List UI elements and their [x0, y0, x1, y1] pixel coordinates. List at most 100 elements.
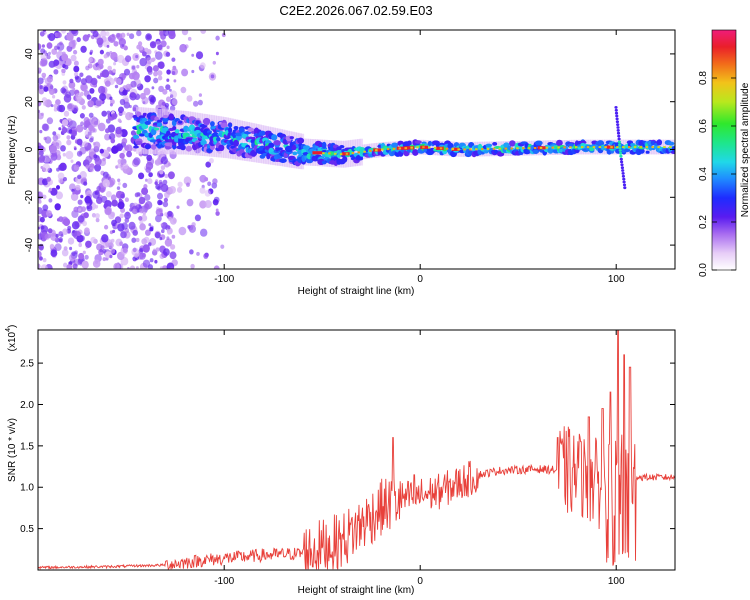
spectrogram-noise-blob	[71, 221, 80, 230]
spectrogram-noise-blob	[149, 227, 154, 232]
colorbar-frame	[711, 29, 737, 271]
spectrogram-noise-blob	[102, 179, 110, 188]
spectrogram-noise-blob	[115, 78, 122, 85]
spectrogram-noise-blob	[46, 210, 52, 217]
spectrogram-halo	[157, 108, 161, 155]
spectrogram-noise-blob	[66, 135, 71, 140]
spectrogram-noise-blob	[139, 57, 147, 67]
spectrogram-noise-blob	[101, 234, 109, 243]
spectrogram-core	[622, 146, 625, 149]
spectrogram-noise-blob	[94, 164, 102, 172]
spectrogram-noise-blob	[111, 199, 118, 207]
spectrogram-noise-blob	[76, 138, 83, 146]
spectrogram-noise-blob	[86, 94, 92, 100]
spectrogram-noise-blob	[55, 233, 59, 238]
spectrogram-noise-blob	[213, 265, 220, 269]
spectrogram-noise-blob	[162, 201, 169, 208]
spectrogram-noise-blob	[204, 177, 209, 182]
snr-frame	[37, 329, 676, 571]
spectrogram-noise-blob	[122, 111, 126, 115]
spectrogram-noise-blob	[166, 96, 171, 102]
colorbar: 0.0 0.2 0.4 0.6 0.8 Normalized spectral ampl…	[698, 29, 750, 277]
spectrogram-noise-blob	[212, 199, 219, 206]
spectrogram-noise-blob	[87, 100, 94, 108]
spectrogram-cell	[142, 112, 147, 117]
spectrogram-noise-blob	[104, 133, 111, 141]
spectrogram-noise-blob	[68, 81, 76, 89]
spectrogram-noise-blob	[162, 88, 168, 95]
spectrogram-noise-blob	[152, 248, 157, 253]
spectrogram-noise-blob	[56, 185, 60, 190]
spectrogram-noise-blob	[177, 181, 183, 188]
spectrogram-noise-blob	[117, 223, 125, 232]
spectrogram-noise-blob	[76, 96, 82, 102]
spectrogram-noise-blob	[54, 45, 58, 51]
spectrogram-cell	[579, 140, 587, 145]
spectrogram-noise-blob	[71, 188, 75, 193]
spectrogram-noise-blob	[142, 259, 151, 268]
spectrogram-noise-blob	[42, 258, 47, 263]
spectrogram-peak	[451, 147, 460, 151]
spectrogram-noise-blob	[50, 249, 58, 257]
spectrogram-noise-blob	[48, 187, 53, 192]
spectrogram-noise-blob	[136, 30, 142, 37]
spectrogram-noise-blob	[76, 231, 81, 236]
spectrogram-noise-blob	[42, 194, 47, 200]
spectrogram-noise-blob	[150, 96, 157, 103]
spectrogram-artifact	[615, 120, 620, 124]
spectrogram-noise-blob	[107, 65, 112, 71]
spectrogram-noise-blob	[145, 57, 153, 65]
spectrogram-noise-blob	[145, 161, 154, 170]
spectrogram-noise-blob	[101, 110, 107, 117]
spectrogram-noise-blob	[133, 157, 141, 166]
spectrogram-noise-blob	[75, 184, 81, 191]
spectrogram-noise-blob	[113, 262, 120, 269]
spectrogram-cell	[656, 139, 663, 146]
spectrogram-noise-blob	[159, 266, 163, 269]
spectrogram-noise-blob	[118, 106, 124, 114]
spectrogram-noise-blob	[159, 253, 165, 260]
spectrogram-cell	[133, 145, 139, 149]
spectrogram-noise-blob	[191, 222, 196, 227]
spectrogram-noise-blob	[75, 76, 82, 83]
spectrogram-noise-blob	[67, 237, 75, 245]
spectrogram-cell	[180, 144, 186, 151]
spectrogram-noise-blob	[193, 100, 199, 107]
spectrogram-xlabel: Height of straight line (km)	[298, 286, 415, 297]
spectrogram-noise-blob	[166, 262, 175, 269]
spectrogram-noise-blob	[69, 78, 74, 84]
spectrogram-noise-blob	[60, 87, 66, 94]
spectrogram-noise-blob	[66, 103, 75, 112]
spectrogram-noise-blob	[113, 62, 117, 66]
spectrogram-core	[516, 147, 519, 150]
spectrogram-noise-blob	[84, 254, 89, 260]
spectrogram-cell	[268, 142, 275, 148]
spectrogram-noise-blob	[125, 112, 133, 121]
spectrogram-cell	[391, 142, 399, 148]
spectrogram-noise-blob	[41, 123, 49, 131]
spectrogram-artifact	[621, 169, 625, 172]
spectrogram-noise-blob	[79, 146, 87, 155]
spectrogram-noise-blob	[189, 249, 194, 255]
spectrogram-noise-blob	[86, 202, 90, 207]
spectrogram-noise-blob	[64, 65, 69, 70]
spectrogram-noise-blob	[159, 31, 164, 37]
spectrogram-cell	[273, 140, 281, 146]
spectrogram-halo	[430, 140, 434, 155]
spectrogram-noise-blob	[164, 212, 168, 217]
spectrogram-noise-blob	[49, 243, 55, 249]
spectrogram-noise-blob	[80, 83, 89, 92]
spectrogram-noise-blob	[165, 84, 171, 90]
spectrogram-noise-blob	[212, 178, 218, 185]
spectrogram-noise-blob	[39, 85, 44, 90]
spectrogram-core	[463, 148, 466, 151]
spectrogram-cell	[138, 133, 145, 137]
spectrogram-noise-blob	[151, 86, 155, 90]
spectrogram-noise-blob	[42, 163, 51, 172]
spectrogram-core	[457, 148, 460, 151]
spectrogram-noise-blob	[179, 43, 187, 53]
spectrogram-noise-blob	[164, 238, 173, 247]
spectrogram-noise-blob	[138, 216, 143, 221]
spectrogram-noise-blob	[82, 250, 86, 255]
spectrogram-noise-blob	[124, 211, 131, 220]
